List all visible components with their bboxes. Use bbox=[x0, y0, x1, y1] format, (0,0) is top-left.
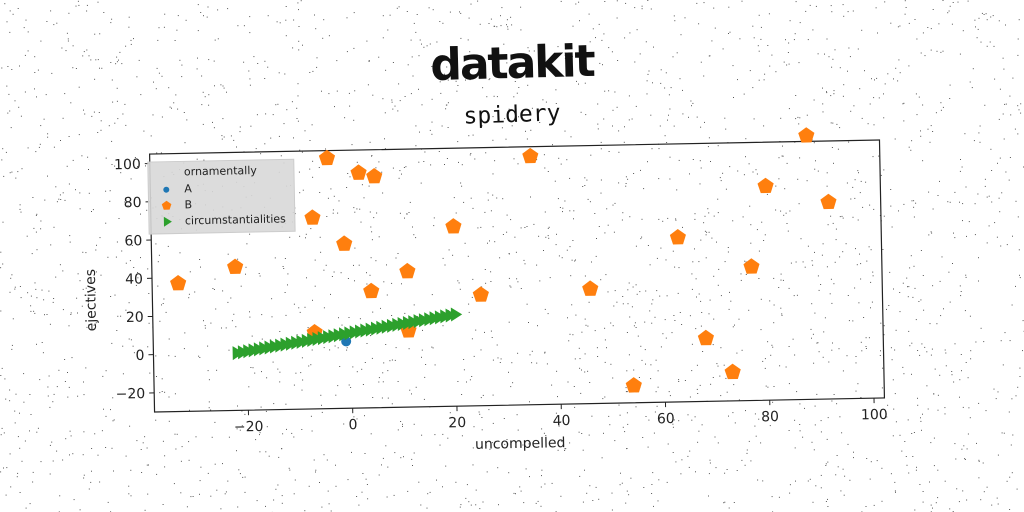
x-tick-label: 100 bbox=[861, 407, 888, 424]
series-b-point bbox=[582, 280, 598, 296]
series-b-point bbox=[366, 168, 382, 184]
legend-label: circumstantialities bbox=[185, 212, 286, 227]
series-b-point bbox=[670, 229, 686, 245]
y-tick-label: 80 bbox=[124, 195, 142, 211]
legend-title: ornamentally bbox=[184, 164, 258, 178]
series-b-point bbox=[522, 148, 538, 164]
series-b-point bbox=[336, 235, 352, 251]
series-b-point bbox=[363, 283, 379, 299]
series-b-point bbox=[698, 330, 714, 346]
x-tick-label: 0 bbox=[348, 417, 357, 433]
x-tick-label: 60 bbox=[657, 411, 675, 427]
legend-label: A bbox=[184, 182, 192, 195]
series-b-point bbox=[304, 209, 320, 225]
series-b-point bbox=[350, 164, 366, 180]
y-tick-label: 100 bbox=[114, 157, 141, 174]
series-b-point bbox=[757, 178, 773, 194]
x-axis-label: uncompelled bbox=[475, 435, 566, 453]
plot-group: −20 0 20 40 60 80 100 −20 0 20 40 60 80 100 uncompel… bbox=[80, 126, 888, 461]
series-b-point bbox=[626, 377, 642, 393]
legend-label: B bbox=[184, 198, 192, 211]
series-b-point bbox=[743, 258, 759, 274]
y-tick-label: 0 bbox=[135, 348, 144, 364]
series-b-point bbox=[798, 127, 814, 143]
series-b-point bbox=[319, 150, 335, 166]
x-tick-label: 20 bbox=[448, 415, 466, 431]
y-tick-label: 60 bbox=[124, 233, 142, 249]
series-b-point bbox=[170, 275, 186, 291]
y-tick-label: 40 bbox=[125, 271, 143, 287]
y-axis-label: ejectives bbox=[83, 269, 100, 332]
series-b-point bbox=[473, 286, 489, 302]
y-tick-label: 20 bbox=[126, 310, 144, 326]
series-b-point bbox=[399, 263, 415, 279]
x-axis-ticks: −20 0 20 40 60 80 100 bbox=[234, 398, 888, 436]
series-b-point bbox=[445, 218, 461, 234]
y-tick-label: −20 bbox=[116, 386, 146, 403]
series-b-point bbox=[227, 258, 243, 274]
series-circumstantialities-point bbox=[451, 307, 462, 321]
x-tick-label: 40 bbox=[552, 413, 570, 429]
x-tick-label: −20 bbox=[234, 419, 264, 436]
series-b-point bbox=[724, 364, 740, 380]
series-b-point bbox=[820, 194, 836, 210]
x-tick-label: 80 bbox=[761, 409, 779, 425]
